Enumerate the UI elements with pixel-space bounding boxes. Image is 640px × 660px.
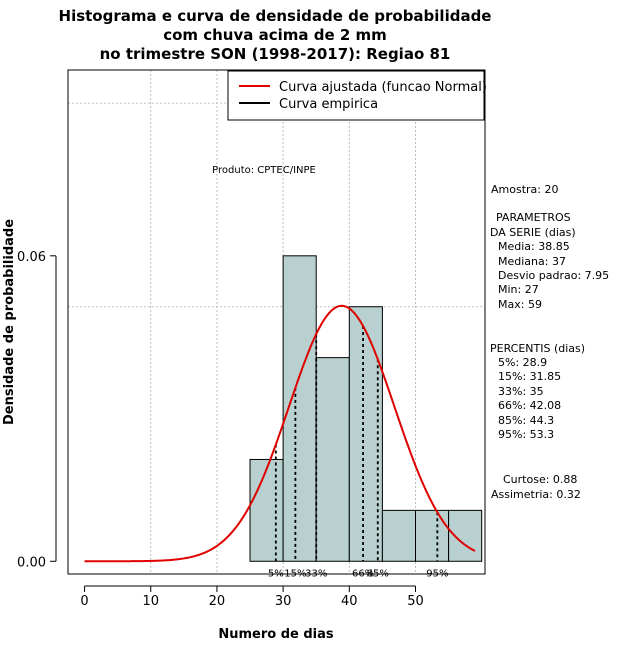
- pct-stat-5: 5%: 28.9: [498, 356, 547, 369]
- chart-title-line-1: Histograma e curva de densidade de proba…: [59, 7, 492, 25]
- percentiles-header: PERCENTIS (dias): [490, 342, 585, 355]
- histogram-bar: [249, 458, 284, 562]
- x-tick-label: 20: [209, 594, 226, 609]
- y-tick-label: 0.00: [17, 555, 46, 570]
- histogram-bars: [249, 255, 483, 562]
- param-min: Min: 27: [498, 283, 539, 296]
- x-tick-label: 50: [407, 594, 424, 609]
- chart-title-line-2: com chuva acima de 2 mm: [163, 26, 387, 44]
- params-header-1: PARAMETROS: [496, 211, 571, 224]
- x-tick-label: 0: [80, 594, 88, 609]
- x-tick-label: 30: [275, 594, 292, 609]
- x-tick-label: 40: [341, 594, 358, 609]
- x-tick-label: 10: [142, 594, 159, 609]
- y-tick-label: 0.06: [17, 250, 46, 265]
- pct-stat-95: 95%: 53.3: [498, 428, 554, 441]
- x-axis-title: Numero de dias: [218, 627, 334, 642]
- pct-stat-33: 33%: 35: [498, 385, 544, 398]
- pct-stat-15: 15%: 31.85: [498, 370, 561, 383]
- param-max: Max: 59: [498, 298, 542, 311]
- param-median: Mediana: 37: [498, 255, 566, 268]
- legend-empirical-label: Curva empirica: [279, 97, 378, 112]
- axes: 0 10 20 30 40 50 0.00 0.06: [17, 250, 424, 609]
- histogram-bar: [381, 509, 416, 562]
- sample-size: Amostra: 20: [491, 183, 558, 196]
- legend-fitted-label: Curva ajustada (funcao Normal): [279, 80, 487, 95]
- histogram-bar: [415, 509, 450, 562]
- stats-panel: Amostra: 20 PARAMETROS DA SERIE (dias) M…: [490, 183, 609, 501]
- pct-stat-66: 66%: 42.08: [498, 399, 561, 412]
- product-note: Produto: CPTEC/INPE: [212, 165, 316, 176]
- plot-border: [67, 69, 486, 575]
- fitted-curve-layer: [84, 304, 476, 563]
- y-axis-title: Densidade de probabilidade: [2, 219, 17, 425]
- legend-box: [227, 70, 485, 121]
- pct-stat-85: 85%: 44.3: [498, 414, 554, 427]
- params-header-2: DA SERIE (dias): [490, 226, 576, 239]
- chart-title-line-3: no trimestre SON (1998-2017): Regiao 81: [100, 45, 451, 63]
- param-sd: Desvio padrao: 7.95: [498, 269, 609, 282]
- fitted-normal-curve: [84, 304, 476, 563]
- param-mean: Media: 38.85: [498, 240, 570, 253]
- legend: Curva ajustada (funcao Normal) Curva emp…: [227, 70, 487, 121]
- histogram-bar: [315, 357, 350, 562]
- kurtosis: Curtose: 0.88: [503, 473, 577, 486]
- skewness: Assimetria: 0.32: [491, 488, 581, 501]
